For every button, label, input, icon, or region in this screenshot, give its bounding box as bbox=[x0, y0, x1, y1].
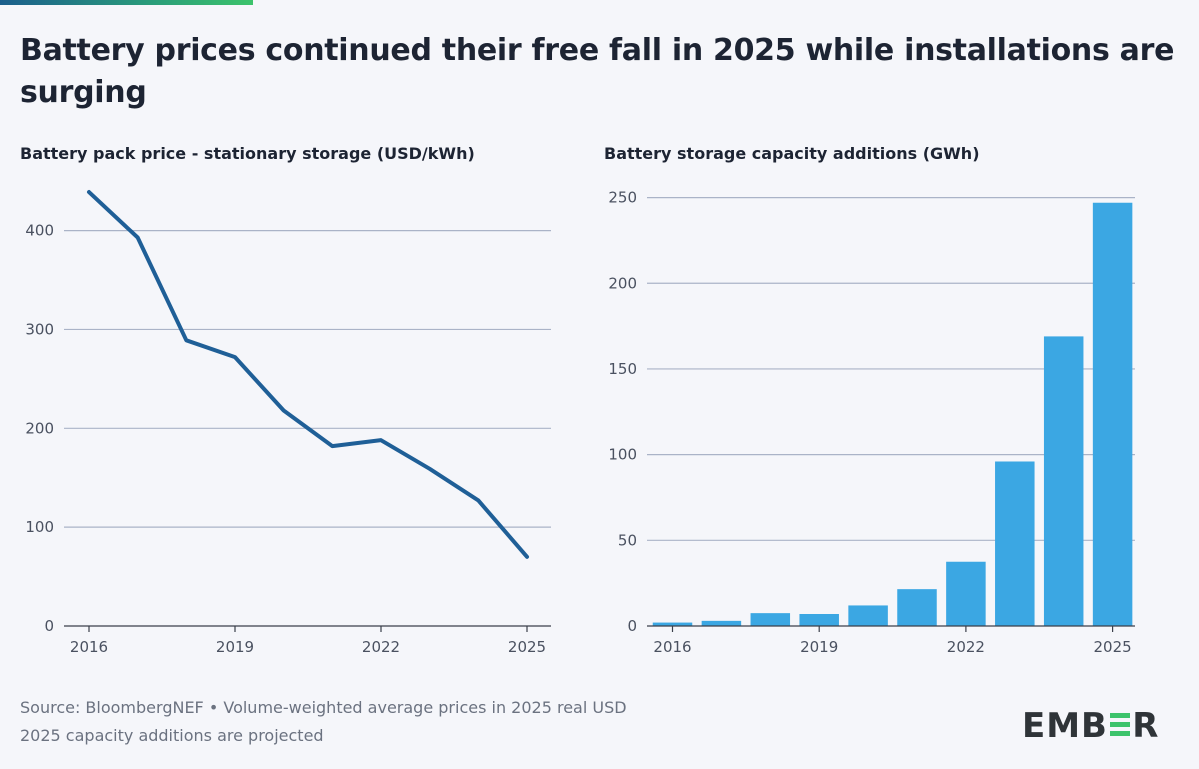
line-y-tick-label: 100 bbox=[25, 518, 54, 536]
bar-y-tick-label: 250 bbox=[608, 189, 637, 207]
capacity-bar bbox=[946, 561, 986, 626]
projection-note: 2025 capacity additions are projected bbox=[20, 726, 324, 745]
bar-chart: 0 50 100 150 200 250 2016 2019 2022 2025 bbox=[608, 189, 1135, 656]
capacity-bar bbox=[652, 622, 693, 626]
line-y-tick-label: 400 bbox=[25, 222, 54, 240]
bar-x-tick-label: 2025 bbox=[1094, 638, 1132, 656]
capacity-bar bbox=[897, 589, 937, 626]
ember-logo: EMBER bbox=[1022, 706, 1159, 746]
line-x-tick-label: 2016 bbox=[70, 638, 108, 656]
line-y-tick-label: 300 bbox=[25, 320, 54, 338]
line-y-tick-label: 0 bbox=[44, 617, 54, 635]
line-chart-title: Battery pack price - stationary storage … bbox=[20, 144, 475, 163]
line-x-tick-label: 2025 bbox=[508, 638, 546, 656]
capacity-bar bbox=[995, 461, 1035, 626]
bar-y-tick-label: 100 bbox=[608, 446, 637, 464]
bar-x-tick-label: 2022 bbox=[947, 638, 985, 656]
capacity-bar bbox=[701, 620, 742, 626]
bar-x-tick-label: 2019 bbox=[800, 638, 838, 656]
page-title: Battery prices continued their free fall… bbox=[20, 33, 1175, 110]
bar-y-tick-label: 150 bbox=[608, 360, 637, 378]
bar-y-tick-label: 200 bbox=[608, 274, 637, 292]
capacity-bar bbox=[1043, 336, 1084, 626]
bar-y-tick-label: 50 bbox=[618, 531, 637, 549]
logo-e-mark: E bbox=[1108, 706, 1132, 746]
bar-x-tick-label: 2016 bbox=[653, 638, 691, 656]
capacity-bar bbox=[750, 613, 791, 626]
bar-chart-title: Battery storage capacity additions (GWh) bbox=[604, 144, 980, 163]
accent-bar bbox=[0, 0, 253, 5]
capacity-bar bbox=[848, 605, 888, 626]
line-x-tick-label: 2022 bbox=[362, 638, 400, 656]
capacity-bar bbox=[799, 614, 839, 626]
logo-text-part2: R bbox=[1132, 706, 1160, 746]
price-series-line bbox=[87, 190, 529, 559]
bar-y-tick-label: 0 bbox=[627, 617, 637, 635]
line-x-tick-label: 2019 bbox=[216, 638, 254, 656]
source-note: Source: BloombergNEF • Volume-weighted a… bbox=[20, 698, 627, 717]
capacity-bar bbox=[1092, 202, 1133, 627]
line-chart: 0 100 200 300 400 2016 2019 2022 2025 bbox=[25, 190, 551, 656]
logo-text-part1: EMB bbox=[1022, 706, 1108, 746]
line-y-tick-label: 200 bbox=[25, 419, 54, 437]
